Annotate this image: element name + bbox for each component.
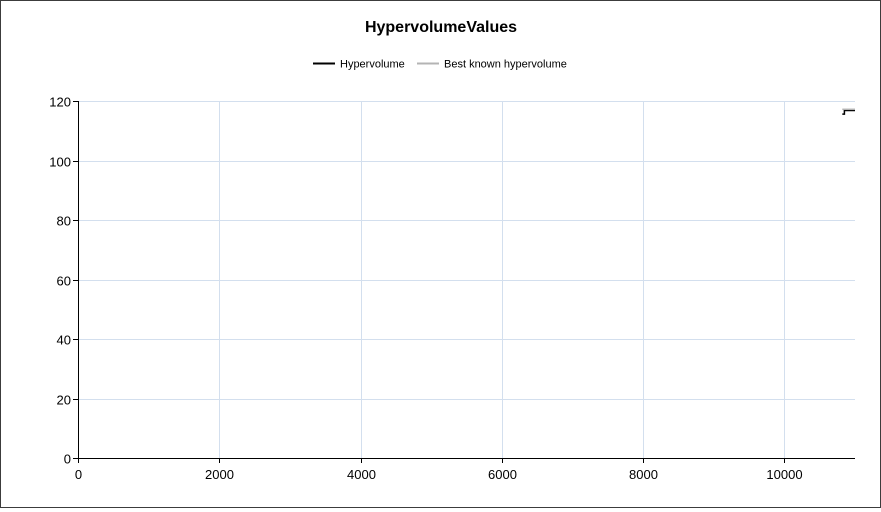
x-tick-label: 6000 [488,467,517,482]
chart-legend: Hypervolume Best known hypervolume [313,59,567,71]
y-tick-label: 20 [57,393,71,408]
x-tick-label: 4000 [347,467,376,482]
x-tick-label: 0 [75,467,82,482]
chart-grid [78,101,855,458]
chart-series [842,108,855,115]
y-tick-label: 100 [49,155,71,170]
legend-label-hypervolume: Hypervolume [340,59,405,71]
y-tick-label: 40 [57,333,71,348]
chart-axes [73,101,855,463]
chart-title: HypervolumeValues [365,19,517,36]
legend-label-best-known-hypervolume: Best known hypervolume [444,59,567,71]
series-line-hypervolume [842,109,855,115]
chart-ticks: 0 20 40 60 80 100 120 0 2000 4000 6000 8000 10000 [49,95,802,483]
x-tick-label: 10000 [766,467,802,482]
y-tick-label: 80 [57,214,71,229]
y-tick-label: 120 [49,95,71,110]
x-tick-label: 8000 [629,467,658,482]
y-tick-label: 0 [64,452,71,467]
x-tick-label: 2000 [205,467,234,482]
y-tick-label: 60 [57,274,71,289]
